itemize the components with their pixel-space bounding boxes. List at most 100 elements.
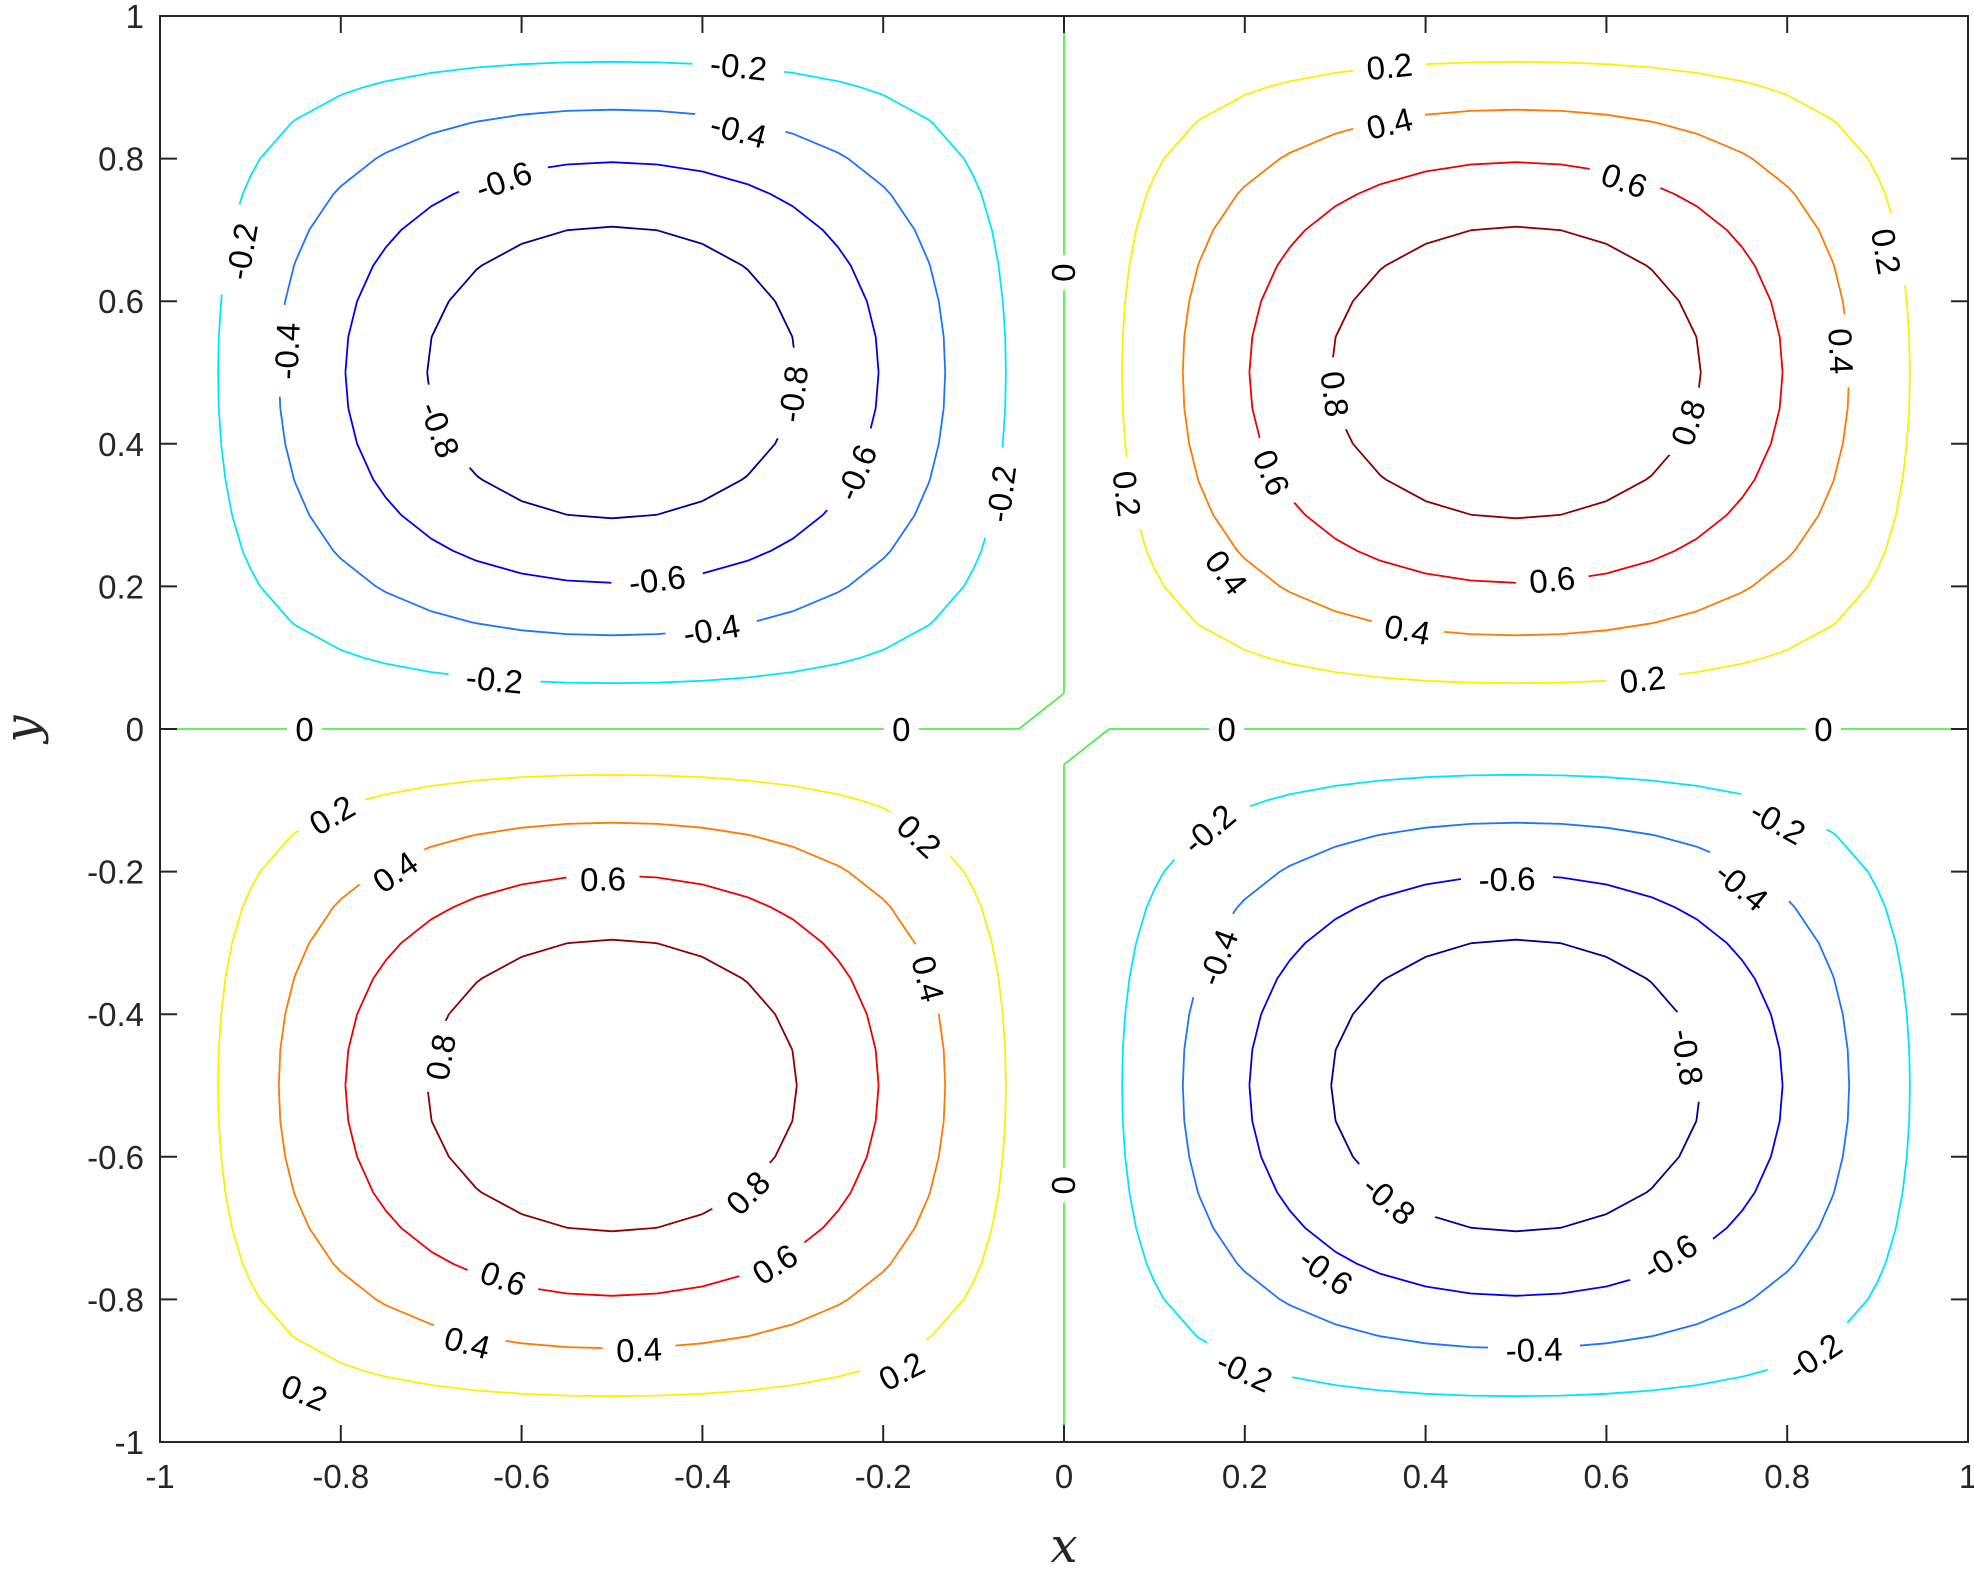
contour-label: 0.2 bbox=[1618, 659, 1667, 701]
contour-label: 0.4 bbox=[615, 1330, 662, 1369]
contour-label-background bbox=[1604, 655, 1681, 703]
axis-ticks bbox=[159, 15, 1969, 1443]
contour-label-background bbox=[1160, 783, 1257, 874]
contour-label-background bbox=[1239, 430, 1305, 514]
x-tick-label: 0 bbox=[1055, 1458, 1073, 1495]
contour-label-background bbox=[1728, 781, 1829, 862]
contour-label-background bbox=[859, 1336, 943, 1406]
contour-label-background bbox=[689, 99, 789, 161]
contour-label: 0.6 bbox=[1528, 559, 1577, 600]
contour-label: -0.2 bbox=[979, 463, 1023, 524]
contour-label-background bbox=[453, 145, 554, 215]
contour-label-background bbox=[662, 601, 761, 657]
contour-label-background bbox=[899, 938, 957, 1019]
contour-label-background bbox=[767, 345, 819, 443]
contour-label-background bbox=[707, 1152, 788, 1233]
contour-label-background bbox=[974, 445, 1027, 542]
contour-label-background bbox=[1209, 709, 1245, 749]
x-tick-label: -0.2 bbox=[855, 1458, 912, 1495]
x-tick-label: -0.6 bbox=[493, 1458, 550, 1495]
contour-label: 0 bbox=[295, 711, 313, 748]
contour-label: 0.4 bbox=[1821, 327, 1860, 374]
contour-label-background bbox=[1513, 555, 1591, 603]
contour-label: -0.6 bbox=[1478, 860, 1536, 898]
x-tick-label: 1 bbox=[1959, 1458, 1974, 1495]
contour-label: 0.4 bbox=[1381, 607, 1433, 652]
contour-label: -0.4 bbox=[1505, 1331, 1563, 1370]
y-tick-label: 0.4 bbox=[98, 426, 144, 463]
x-tick-label: 0.8 bbox=[1764, 1458, 1810, 1495]
x-tick-label: -0.4 bbox=[674, 1458, 731, 1495]
contour-label: 0.8 bbox=[1313, 369, 1356, 419]
x-axis-label: x bbox=[1050, 1518, 1077, 1572]
contour-label-background bbox=[566, 857, 640, 900]
contour-label: -0.4 bbox=[267, 322, 306, 380]
contour-label-background bbox=[1860, 211, 1913, 291]
contour-label-background bbox=[462, 1247, 545, 1309]
contour-label-background bbox=[601, 1327, 677, 1371]
y-tick-label: 0.6 bbox=[98, 283, 144, 320]
contour-label: 0 bbox=[1045, 264, 1082, 282]
contour-label-background bbox=[446, 654, 543, 704]
contour-label-background bbox=[405, 379, 476, 480]
contour-label-background bbox=[213, 202, 269, 301]
y-tick-label: 0.2 bbox=[98, 568, 144, 605]
x-tick-label: -1 bbox=[145, 1458, 174, 1495]
y-tick-label: -0.2 bbox=[87, 854, 144, 891]
contour-label-background bbox=[733, 1227, 817, 1301]
x-tick-label: 0.6 bbox=[1583, 1458, 1629, 1495]
contour-label-background bbox=[1277, 1227, 1376, 1315]
contour-label: -0.6 bbox=[627, 558, 688, 602]
contour-label: 0 bbox=[1218, 711, 1236, 748]
contour-label-background bbox=[883, 709, 919, 749]
y-tick-label: 0 bbox=[126, 711, 144, 748]
contour-label: 0 bbox=[892, 711, 910, 748]
contour-label: -0.2 bbox=[464, 658, 524, 700]
contour-label-background bbox=[1367, 602, 1448, 656]
contour-label-background bbox=[1657, 381, 1719, 464]
contour-label-background bbox=[1194, 1333, 1295, 1408]
x-tick-label: -0.8 bbox=[312, 1458, 369, 1495]
contour-label-background bbox=[413, 1017, 467, 1097]
contour-label-background bbox=[427, 1313, 508, 1371]
contour-label-background bbox=[879, 796, 960, 876]
contour-label-background bbox=[1693, 841, 1791, 931]
contour-label-background bbox=[1460, 857, 1554, 900]
contour-label-background bbox=[609, 553, 706, 605]
x-tick-labels: -1 -0.8 -0.6 -0.4 -0.2 0 0.2 0.4 0.6 0.8 1 bbox=[145, 1458, 1974, 1495]
y-tick-label: -1 bbox=[115, 1424, 144, 1461]
contour-label: 0 bbox=[1045, 1176, 1082, 1194]
contour-label: 0.2 bbox=[1365, 46, 1414, 88]
contour-label: 0.2 bbox=[1864, 226, 1908, 277]
contour-label-background bbox=[690, 41, 787, 91]
contour-label-background bbox=[1805, 709, 1841, 749]
contour-label-background bbox=[290, 778, 374, 851]
contour-label-background bbox=[1349, 95, 1430, 151]
contour-label-background bbox=[1764, 1314, 1864, 1399]
contour-label-background bbox=[1351, 42, 1428, 90]
contour-label-background bbox=[1583, 149, 1666, 211]
y-tick-label: 1 bbox=[126, 0, 144, 35]
contour-label-background bbox=[1659, 1008, 1716, 1106]
contour-labels: -0.2-0.4-0.6-0.2-0.4-0.8-0.8-0.6 -0.2-0.6… bbox=[213, 41, 1913, 1425]
y-tick-label: -0.8 bbox=[87, 1281, 144, 1318]
y-tick-label: -0.4 bbox=[87, 996, 144, 1033]
x-tick-label: 0.4 bbox=[1403, 1458, 1449, 1495]
contour-label: -0.8 bbox=[771, 363, 815, 424]
contour-label-background bbox=[1620, 1215, 1720, 1299]
contour-label-background bbox=[820, 422, 893, 523]
contour-label-background bbox=[264, 304, 309, 398]
contour-label-background bbox=[1310, 355, 1360, 433]
contour-label-background bbox=[1487, 1328, 1581, 1371]
contour-label-background bbox=[1341, 1154, 1438, 1245]
contour-label: 0 bbox=[1814, 711, 1832, 748]
x-tick-label: 0.2 bbox=[1222, 1458, 1268, 1495]
contour-label-background bbox=[1819, 313, 1863, 389]
contour-label-background bbox=[1102, 454, 1152, 533]
y-tick-label: 0.8 bbox=[98, 141, 144, 178]
contour-label-background bbox=[1182, 907, 1253, 1008]
contour-line-level-0 bbox=[160, 16, 1968, 1442]
contour-label: 0.6 bbox=[580, 860, 627, 898]
contour-label: 0.2 bbox=[1105, 469, 1148, 519]
